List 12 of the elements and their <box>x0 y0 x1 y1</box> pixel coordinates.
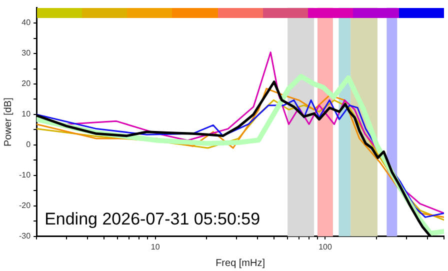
y-tick-label: -10 <box>19 170 32 180</box>
annotation: Ending 2026-07-31 05:50:59 <box>44 210 260 229</box>
x-axis-title: Freq [mHz] <box>216 258 266 269</box>
y-tick-label: -30 <box>19 232 32 241</box>
y-axis-title: Power [dB] <box>2 97 14 147</box>
y-tick-label: 40 <box>22 18 32 28</box>
y-tick-label: -20 <box>19 201 32 210</box>
y-tick-label: 0 <box>26 140 32 150</box>
y-tick-label: 30 <box>22 48 32 58</box>
y-tick-label: 20 <box>22 79 32 88</box>
y-tick-label: 10 <box>22 110 32 119</box>
x-tick-label: 100 <box>318 242 332 252</box>
